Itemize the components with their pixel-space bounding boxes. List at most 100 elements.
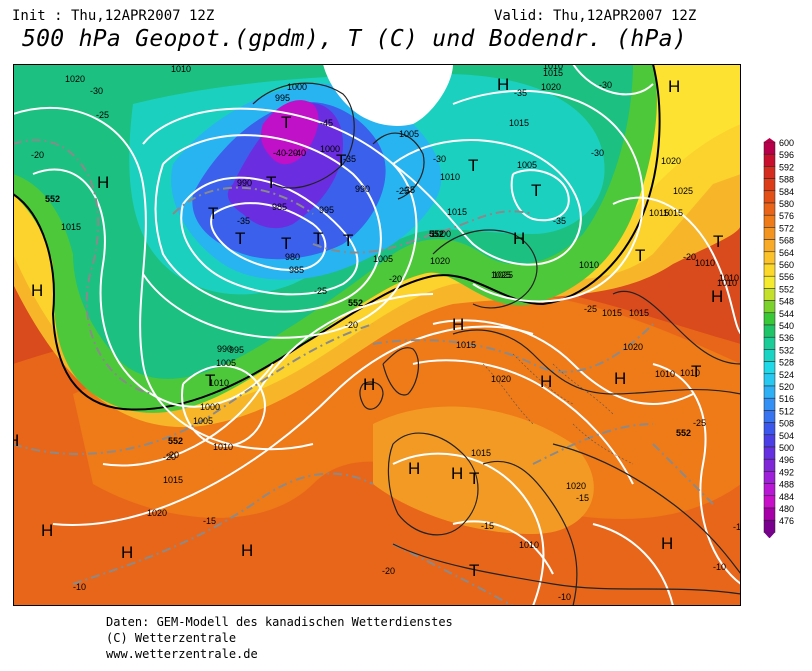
legend-label: 572 bbox=[779, 223, 794, 233]
height-552-labels: 552 552 552 552 552 bbox=[45, 194, 691, 446]
legend-label: 500 bbox=[779, 443, 794, 453]
isotherm-label: -20 bbox=[31, 150, 44, 160]
legend-label: 584 bbox=[779, 187, 794, 197]
isobar-label: 1020 bbox=[623, 342, 643, 352]
isobar-label: 990 bbox=[355, 184, 370, 194]
high-center: H bbox=[363, 375, 375, 394]
legend-label: 504 bbox=[779, 431, 794, 441]
isobar-label: 1015 bbox=[509, 118, 529, 128]
legend-swatch bbox=[763, 471, 776, 484]
legend-label: 512 bbox=[779, 406, 794, 416]
low-center: T bbox=[713, 232, 723, 251]
legend-swatch bbox=[763, 446, 776, 460]
isobars bbox=[13, 64, 741, 606]
legend-swatch bbox=[763, 434, 776, 448]
isotherm-label: -35 bbox=[514, 88, 527, 98]
legend-swatch bbox=[763, 519, 776, 533]
height-552-label: 552 bbox=[429, 229, 444, 239]
legend-label: 524 bbox=[779, 370, 794, 380]
low-center: T bbox=[266, 173, 276, 192]
isobar-label: 1020 bbox=[566, 481, 586, 491]
legend-label: 532 bbox=[779, 345, 794, 355]
legend-swatch bbox=[763, 373, 776, 387]
isobar-label: 1020 bbox=[661, 156, 681, 166]
isobar-label: 1020 bbox=[430, 256, 450, 266]
isobar-label: 1015 bbox=[163, 475, 183, 485]
isobar-labels: 1020 1010 1015 1010 1020 1015 1005 1000 … bbox=[61, 64, 739, 550]
legend-label: 576 bbox=[779, 211, 794, 221]
isobar-label: 1010 bbox=[655, 369, 675, 379]
isobar-label: 995 bbox=[275, 93, 290, 103]
isobar-label: 980 bbox=[285, 252, 300, 262]
legend-swatch bbox=[763, 495, 776, 509]
isobar-label: 1010 bbox=[171, 64, 191, 74]
legend-top-arrow bbox=[764, 138, 775, 142]
isobar-label: 990 bbox=[237, 178, 252, 188]
legend-label: 528 bbox=[779, 358, 794, 368]
isotherm-label: -15 bbox=[481, 521, 494, 531]
legend-swatch bbox=[763, 251, 776, 265]
legend-swatch bbox=[763, 288, 776, 301]
isobar-label: 1010 bbox=[440, 172, 460, 182]
isotherm-label: -20 bbox=[382, 566, 395, 576]
isobar-label: 1020 bbox=[147, 508, 167, 518]
weather-map: H H H H H H H H H H H H H H H H H T T T … bbox=[13, 64, 741, 606]
legend-swatch bbox=[763, 312, 776, 326]
isobar-label: 1015 bbox=[629, 308, 649, 318]
map-frame bbox=[13, 64, 741, 606]
isotherm-label: -15 bbox=[576, 493, 589, 503]
legend-swatch bbox=[763, 141, 776, 155]
map-title: 500 hPa Geopot.(gpdm), T (C) und Bodendr… bbox=[22, 26, 687, 52]
isobar-label: 1000 bbox=[431, 229, 451, 239]
legend-swatch bbox=[763, 324, 776, 338]
isobar-label: 1005 bbox=[216, 358, 236, 368]
high-center: H bbox=[41, 521, 53, 540]
legend-swatch bbox=[763, 202, 776, 216]
isobar-label: 1025 bbox=[673, 186, 693, 196]
isobar-label: 1015 bbox=[543, 68, 563, 78]
isotherm-label: -35 bbox=[237, 216, 250, 226]
height-552-label: 552 bbox=[45, 194, 60, 204]
legend-swatch bbox=[763, 300, 776, 314]
isobar-label: 1005 bbox=[373, 254, 393, 264]
legend-swatch bbox=[763, 263, 776, 277]
high-center: H bbox=[452, 315, 464, 334]
valid-time: Valid: Thu,12APR2007 12Z bbox=[494, 8, 697, 24]
high-center: H bbox=[97, 173, 109, 192]
isobar-label: 1015 bbox=[471, 448, 491, 458]
height-552-label: 552 bbox=[348, 298, 363, 308]
legend-swatch bbox=[763, 397, 776, 411]
legend-label: 520 bbox=[779, 382, 794, 392]
legend-label: 580 bbox=[779, 199, 794, 209]
low-center: T bbox=[343, 231, 353, 250]
legend-swatch bbox=[763, 190, 776, 204]
isobar-label: 1020 bbox=[541, 82, 561, 92]
low-center: T bbox=[635, 246, 645, 265]
legend-label: 568 bbox=[779, 236, 794, 246]
isotherm-label: -15 bbox=[203, 516, 216, 526]
isotherm-label: -25 bbox=[584, 304, 597, 314]
legend-label: 548 bbox=[779, 297, 794, 307]
isotherm-label: -45 bbox=[320, 118, 333, 128]
isotherm-label: -25 bbox=[693, 418, 706, 428]
isobar-label: 1015 bbox=[456, 340, 476, 350]
high-center: H bbox=[513, 229, 525, 248]
low-center: T bbox=[469, 561, 479, 580]
isotherm-label: -40 bbox=[273, 148, 286, 158]
isobar-label: 1020 bbox=[491, 374, 511, 384]
legend-label: 516 bbox=[779, 394, 794, 404]
high-center: H bbox=[614, 369, 626, 388]
isobar-label: 990 bbox=[217, 344, 232, 354]
isotherm-label: -15 bbox=[733, 522, 741, 532]
high-center: H bbox=[451, 464, 463, 483]
isobar-label: 1000 bbox=[320, 144, 340, 154]
legend-label: 556 bbox=[779, 272, 794, 282]
high-center: H bbox=[408, 459, 420, 478]
legend-label: 536 bbox=[779, 333, 794, 343]
legend-swatch bbox=[763, 483, 776, 497]
isotherm-label: -35 bbox=[553, 216, 566, 226]
high-center: H bbox=[121, 543, 133, 562]
isotherm-label: -25 bbox=[396, 186, 409, 196]
isobar-label: 1010 bbox=[209, 378, 229, 388]
legend-swatch bbox=[763, 275, 776, 289]
